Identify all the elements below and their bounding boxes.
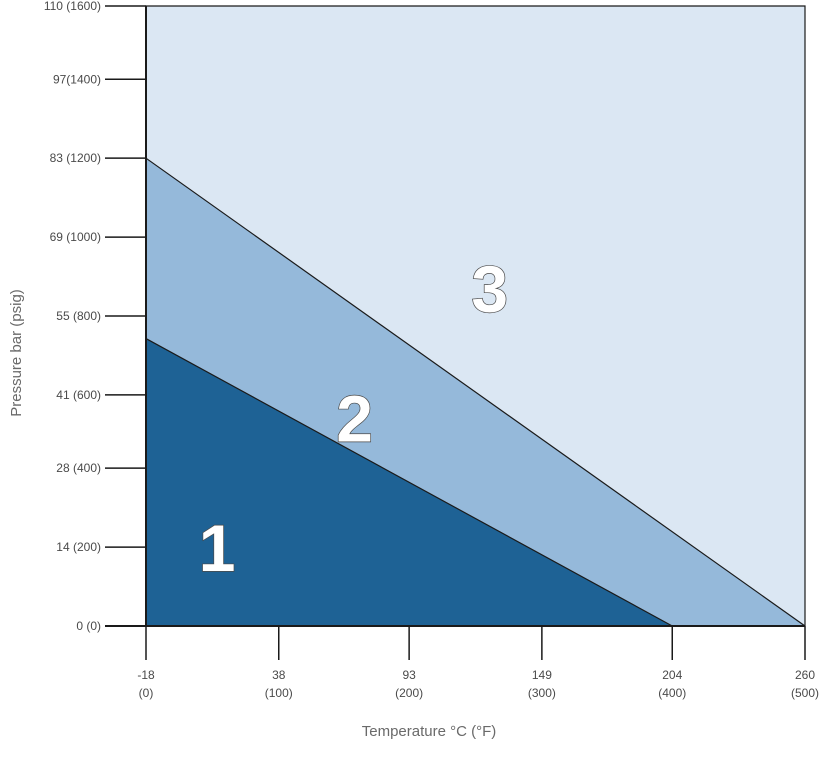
x-tick-sublabel-4: (400): [658, 686, 686, 700]
regions-layer: [145, 6, 806, 627]
x-tick-label-4: 204: [662, 668, 682, 682]
y-tick-label-5: 69 (1000): [50, 230, 101, 244]
region-label-3: 3: [471, 252, 508, 326]
region-label-1: 1: [199, 511, 236, 585]
y-tick-label-0: 0 (0): [76, 619, 101, 633]
x-tick-sublabel-5: (500): [791, 686, 819, 700]
x-tick-sublabel-0: (0): [139, 686, 154, 700]
y-tick-label-8: 110 (1600): [44, 0, 101, 13]
boundary-line-2: [145, 157, 806, 627]
x-tick-sublabel-3: (300): [528, 686, 556, 700]
y-tick-label-3: 41 (600): [56, 388, 101, 402]
x-tick-label-1: 38: [272, 668, 286, 682]
y-axis-title: Pressure bar (psig): [8, 289, 25, 417]
x-tick-label-5: 260: [795, 668, 815, 682]
labels-layer: 1 2 3: [198, 251, 509, 586]
x-tick-sublabel-1: (100): [265, 686, 293, 700]
x-tick-label-2: 93: [402, 668, 416, 682]
y-tick-label-4: 55 (800): [56, 309, 101, 323]
boundary-line-1: [145, 338, 673, 627]
region-label-2: 2: [336, 381, 373, 455]
x-axis-title: Temperature °C (°F): [362, 723, 497, 740]
y-tick-label-6: 83 (1200): [50, 151, 101, 165]
y-tick-label-2: 28 (400): [56, 461, 101, 475]
y-tick-label-7: 97(1400): [53, 72, 101, 86]
axes-layer: 0 (0) 14 (200) 28 (400) 41 (600) 55 (800) 69 …: [44, 0, 819, 700]
x-tick-sublabel-2: (200): [395, 686, 423, 700]
x-tick-label-0: -18: [137, 668, 155, 682]
x-tick-label-3: 149: [532, 668, 552, 682]
y-tick-label-1: 14 (200): [56, 540, 101, 554]
